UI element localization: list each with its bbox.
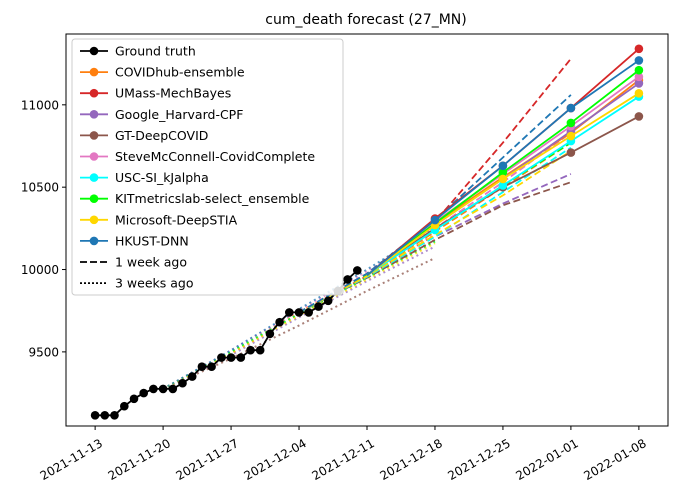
ground-truth-point-2021-12-09 [343, 275, 352, 284]
legend-box [71, 38, 344, 296]
legend-label: SteveMcConnell-CovidComplete [115, 149, 315, 164]
series-ground-truth [90, 266, 362, 420]
forecast-1wk-google-harvard-cpf [298, 173, 572, 314]
legend-swatch-marker [89, 194, 99, 203]
legend-swatch-marker [89, 88, 99, 98]
legend-label: HKUST-DNN [115, 233, 189, 248]
series-hkust-dnn [366, 56, 644, 276]
data-point-microsoft-deepstia-2022-01-01 [566, 131, 576, 141]
data-point-microsoft-deepstia-2022-01-08 [634, 89, 644, 98]
ground-truth-point-2021-11-17 [129, 394, 139, 404]
y-tick-label: 10500 [21, 181, 59, 195]
forecast-1wk-hkust-dnn [298, 94, 572, 314]
ground-truth-point-2021-12-05 [304, 308, 314, 317]
legend-label: 3 weeks ago [115, 276, 194, 291]
ground-truth-point-2021-12-01 [265, 329, 275, 339]
legend-swatch-marker [89, 46, 99, 56]
y-tick-label: 9500 [28, 345, 59, 359]
legend-item-3-weeks-ago: 3 weeks ago [80, 276, 194, 291]
ground-truth-point-2021-12-06 [314, 302, 323, 311]
data-point-kitmetricslab-select-ensemble-2022-01-08 [634, 65, 644, 75]
ground-truth-point-2021-11-28 [236, 353, 246, 362]
ground-truth-point-2021-12-02 [275, 317, 284, 327]
ground-truth-point-2021-11-22 [178, 378, 187, 388]
data-point-hkust-dnn-2022-01-01 [566, 103, 576, 113]
forecast-3wk-google-harvard-cpf [162, 245, 436, 390]
ground-truth-point-2021-12-10 [353, 266, 362, 275]
legend-label: KITmetricslab-select_ensemble [115, 191, 310, 206]
legend-swatch-marker [89, 110, 99, 119]
legend-label: Ground truth [115, 44, 196, 59]
legend-item-gt-deepcovid: GT-DeepCOVID [80, 128, 208, 143]
chart-title: cum_death forecast (27_MN) [265, 12, 466, 28]
legend-item-hkust-dnn: HKUST-DNN [80, 233, 189, 248]
ground-truth-line [95, 269, 358, 417]
ground-truth-point-2021-12-04 [294, 308, 304, 317]
ground-truth-point-2021-11-18 [139, 388, 148, 398]
legend-label: UMass-MechBayes [115, 86, 231, 101]
legend-swatch-marker [89, 215, 99, 225]
data-point-usc-si-kjalpha-2021-12-25 [498, 181, 508, 190]
y-tick-label: 10000 [21, 263, 59, 277]
data-point-google-harvard-cpf-2022-01-08 [634, 79, 644, 88]
ground-truth-point-2021-11-15 [110, 411, 119, 420]
ground-truth-point-2021-11-24 [197, 362, 207, 372]
legend-swatch-marker [89, 131, 99, 140]
legend-label: USC-SI_kJalpha [115, 170, 209, 185]
ground-truth-point-2021-11-13 [90, 411, 100, 420]
data-point-kitmetricslab-select-ensemble-2022-01-01 [566, 118, 576, 128]
legend-label: COVIDhub-ensemble [115, 65, 245, 80]
ground-truth-point-2021-12-07 [323, 296, 333, 306]
data-point-hkust-dnn-2022-01-08 [634, 56, 644, 65]
forecast-1wk-gt-deepcovid [298, 181, 572, 314]
ground-truth-point-2021-11-29 [246, 345, 255, 355]
ground-truth-point-2021-11-16 [120, 401, 129, 411]
data-point-gt-deepcovid-2022-01-08 [634, 112, 644, 121]
y-axis: 9500 10000 10500 11000 [21, 98, 66, 359]
ground-truth-point-2021-11-20 [158, 384, 168, 394]
data-point-kitmetricslab-select-ensemble-2021-12-25 [498, 168, 508, 177]
legend-item-microsoft-deepstia: Microsoft-DeepSTIA [80, 212, 238, 227]
legend-item-1-week-ago: 1 week ago [80, 255, 187, 270]
y-tick-label: 11000 [21, 98, 59, 112]
data-point-gt-deepcovid-2022-01-01 [566, 148, 576, 157]
legend-swatch-marker [89, 67, 99, 77]
ground-truth-point-2021-11-21 [168, 384, 178, 394]
forecast-1wk-usc-si-kjalpha [298, 146, 572, 314]
plot-area [90, 44, 644, 420]
legend-item-umass-mechbayes: UMass-MechBayes [80, 86, 231, 101]
ground-truth-point-2021-11-27 [226, 353, 236, 362]
legend-label: 1 week ago [115, 255, 187, 270]
legend-swatch-marker [89, 152, 99, 161]
legend-swatch-marker [89, 236, 99, 246]
ground-truth-point-2021-11-25 [207, 362, 216, 372]
data-point-stevemcconnell-covidcomplete-2022-01-08 [634, 72, 644, 82]
ground-truth-point-2021-11-19 [149, 384, 158, 394]
data-point-hkust-dnn-2021-12-18 [430, 215, 440, 225]
legend-label: GT-DeepCOVID [115, 128, 208, 143]
legend-item-covidhub-ensemble: COVIDhub-ensemble [80, 65, 245, 80]
ground-truth-point-2021-12-03 [285, 308, 294, 317]
ground-truth-point-2021-11-30 [255, 345, 265, 355]
ground-truth-point-2021-11-14 [100, 411, 110, 420]
legend-swatch-marker [89, 173, 99, 182]
legend-item-kitmetricslab-select-ensemble: KITmetricslab-select_ensemble [80, 191, 310, 206]
legend-label: Google_Harvard-CPF [115, 107, 243, 122]
legend-label: Microsoft-DeepSTIA [115, 212, 238, 227]
data-point-umass-mechbayes-2022-01-08 [634, 44, 644, 54]
legend-item-google-harvard-cpf: Google_Harvard-CPF [80, 107, 243, 122]
legend-item-usc-si-kjalpha: USC-SI_kJalpha [80, 170, 209, 185]
data-point-microsoft-deepstia-2021-12-25 [498, 174, 508, 184]
ground-truth-point-2021-11-26 [217, 353, 226, 362]
legend: Ground truth COVIDhub-ensemble UMass-MechB… [71, 38, 344, 296]
data-point-hkust-dnn-2021-12-25 [498, 161, 508, 171]
ground-truth-point-2021-11-23 [187, 372, 197, 381]
legend-item-stevemcconnell-covidcomplete: SteveMcConnell-CovidComplete [80, 149, 315, 164]
legend-item-ground-truth: Ground truth [80, 44, 196, 59]
